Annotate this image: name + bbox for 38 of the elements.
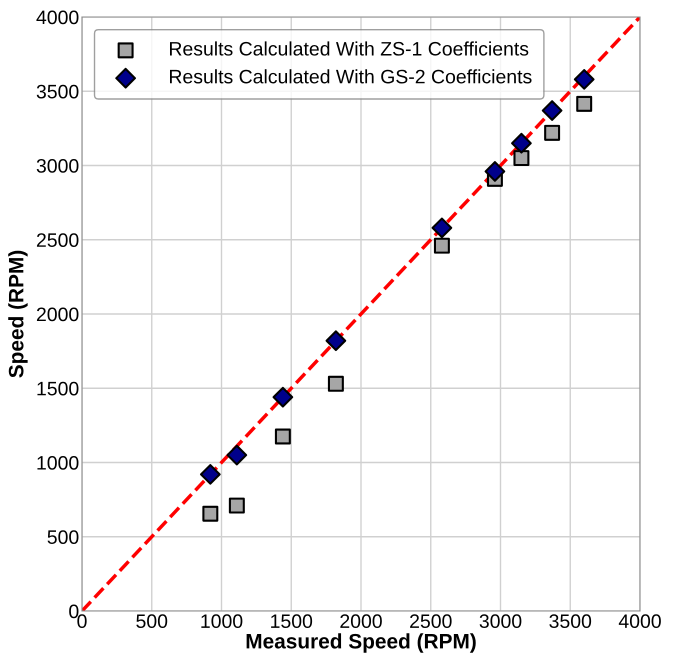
point bbox=[200, 464, 221, 485]
y-tick-label: 2000 bbox=[36, 307, 78, 322]
point bbox=[274, 428, 291, 444]
point bbox=[432, 218, 452, 238]
x-tick-label: 3000 bbox=[480, 614, 522, 628]
legend-label: Results Calculated With ZS-1 Coefficients bbox=[170, 41, 528, 56]
y-axis-title: Speed (RPM) bbox=[8, 250, 28, 378]
point bbox=[272, 386, 294, 408]
x-tick-label: 500 bbox=[136, 614, 168, 628]
y-tick-label: 2500 bbox=[36, 233, 78, 247]
y-tick-label: 1500 bbox=[37, 382, 78, 396]
point bbox=[511, 132, 532, 154]
x-tick-label: 2500 bbox=[410, 614, 452, 628]
y-tick-label: 4000 bbox=[36, 10, 78, 24]
point bbox=[574, 69, 595, 90]
point bbox=[576, 96, 592, 112]
y-tick-label: 1000 bbox=[37, 456, 78, 470]
point bbox=[226, 444, 248, 466]
x-tick-label: 1000 bbox=[201, 614, 242, 628]
point bbox=[544, 124, 560, 141]
x-tick-label: 2000 bbox=[340, 614, 382, 628]
x-axis-title: Measured Speed (RPM) bbox=[246, 633, 476, 653]
legend-label: Results Calculated With GS-2 Coefficients bbox=[170, 69, 532, 84]
y-tick-label: 0 bbox=[69, 604, 78, 618]
x-tick-label: 1500 bbox=[271, 614, 312, 628]
x-tick-label: 4000 bbox=[618, 614, 661, 628]
x-tick-label: 3500 bbox=[549, 614, 592, 628]
y-tick-label: 3500 bbox=[36, 84, 78, 98]
point bbox=[542, 100, 562, 121]
point bbox=[434, 238, 450, 254]
y-tick-label: 3000 bbox=[36, 158, 78, 173]
point bbox=[484, 161, 506, 182]
point bbox=[328, 376, 344, 392]
point bbox=[326, 330, 346, 352]
point bbox=[202, 506, 218, 522]
point bbox=[513, 150, 530, 166]
point bbox=[228, 498, 245, 514]
y-tick-label: 500 bbox=[48, 530, 78, 544]
